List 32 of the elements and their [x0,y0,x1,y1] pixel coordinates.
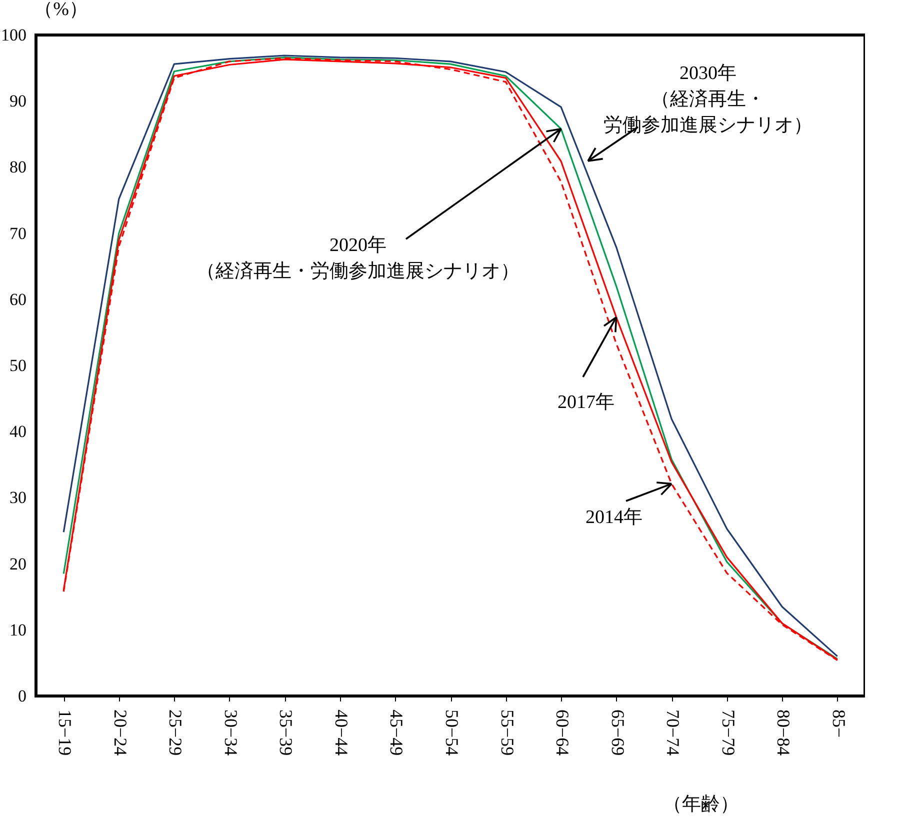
y-axis-title: （%） [34,0,88,20]
y-tick-label: 100 [1,26,26,44]
y-tick-label: 50 [10,356,26,375]
x-tick-label: 50−54 [442,710,462,756]
x-tick-label: 80−84 [774,710,794,756]
x-tick-label: 55−59 [497,710,518,756]
y-tick-label: 60 [10,290,26,309]
annotation: 2020年（経済再生・労働参加進展シナリオ） [196,235,520,282]
x-axis-title: （年齢） [663,794,739,815]
x-tick-label: 70−74 [663,710,684,756]
x-tick-label: 45−49 [386,710,407,756]
x-tick-label: 60−64 [552,710,573,756]
y-tick-label: 10 [10,620,26,640]
x-tick-label: 85− [828,710,849,738]
x-tick-label: 65−69 [608,710,628,756]
x-tick-label: 35−39 [276,710,296,756]
y-tick-label: 80 [10,158,26,177]
x-tick-label: 25−29 [166,710,186,756]
x-tick-label: 20−24 [110,710,130,756]
x-tick-label: 75−79 [718,710,738,756]
annotation: 2017年 [558,392,614,413]
y-tick-label: 30 [10,488,26,508]
x-tick-label: 30−34 [220,710,241,756]
y-tick-label: 40 [10,422,26,442]
y-tick-label: 20 [10,554,26,574]
x-tick-label: 15−19 [55,710,76,756]
annotation: 2030年（経済再生・労働参加進展シナリオ） [604,63,812,136]
x-tick-label: 40−44 [331,710,352,756]
y-tick-label: 70 [10,224,26,243]
annotation: 2014年 [586,507,642,528]
y-tick-label: 0 [18,686,26,706]
y-tick-label: 90 [10,92,26,111]
